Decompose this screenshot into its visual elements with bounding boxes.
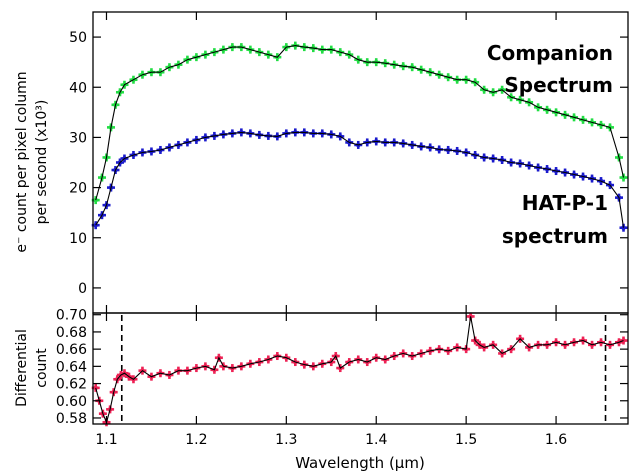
top-ytick-label-5: 50 [69, 30, 87, 46]
top-panel-ticks: 0 10 20 30 40 50 [69, 12, 628, 313]
bottom-panel-ticks: 0.580.600.62 0.640.660.680.70 1.1 1.2 1.3 1.4… [56, 308, 628, 448]
bottom-ytick-label-1: 0.60 [56, 394, 87, 410]
top-panel-series [91, 41, 628, 232]
bottom-ytick-label-2: 0.62 [56, 377, 87, 393]
bottom-ytick-label-6: 0.70 [56, 308, 87, 324]
xtick-label-0: 1.1 [95, 432, 117, 448]
bottom-ylabel-line1: Differential [14, 329, 30, 407]
x-axis-label: Wavelength (μm) [295, 454, 425, 472]
top-series-0-model-line [95, 45, 625, 201]
xtick-label-5: 1.6 [545, 432, 567, 448]
companion-label-line1: Companion [487, 41, 613, 65]
hatp1-label-line2: spectrum [502, 224, 608, 248]
bottom-series-0 [91, 312, 628, 427]
top-ytick-label-1: 10 [69, 231, 87, 247]
bottom-series-0-model-line [95, 316, 624, 424]
bottom-panel: 0.580.600.62 0.640.660.680.70 1.1 1.2 1.3 1.4… [14, 308, 629, 472]
bottom-ytick-label-4: 0.66 [56, 342, 87, 358]
top-series-0-point-62 [619, 173, 628, 182]
top-ylabel-line2: per second (x10³) [34, 100, 50, 225]
companion-label-line2: Spectrum [504, 73, 613, 97]
bottom-ylabel-line2: count [34, 348, 50, 388]
bottom-ytick-label-0: 0.58 [56, 411, 87, 427]
top-panel: 0 10 20 30 40 50 e⁻ count per pixel column pe… [14, 11, 629, 314]
top-ytick-label-3: 30 [69, 130, 87, 146]
bottom-panel-frame [92, 312, 629, 425]
top-series-1-model-line [95, 131, 625, 228]
top-ytick-label-0: 0 [78, 281, 87, 297]
hatp1-label-line1: HAT-P-1 [522, 191, 608, 215]
top-ytick-label-2: 20 [69, 181, 87, 197]
top-series-1 [91, 128, 628, 232]
xtick-label-1: 1.2 [185, 432, 207, 448]
xtick-label-4: 1.5 [455, 432, 477, 448]
bottom-panel-series [91, 312, 628, 427]
xtick-label-3: 1.4 [365, 432, 387, 448]
bottom-ytick-label-3: 0.64 [56, 359, 87, 375]
bottom-ytick-label-5: 0.68 [56, 325, 87, 341]
top-ytick-label-4: 40 [69, 80, 87, 96]
top-ylabel-line1: e⁻ count per pixel column [14, 71, 30, 252]
top-series-0 [91, 41, 628, 205]
xtick-label-2: 1.3 [275, 432, 297, 448]
